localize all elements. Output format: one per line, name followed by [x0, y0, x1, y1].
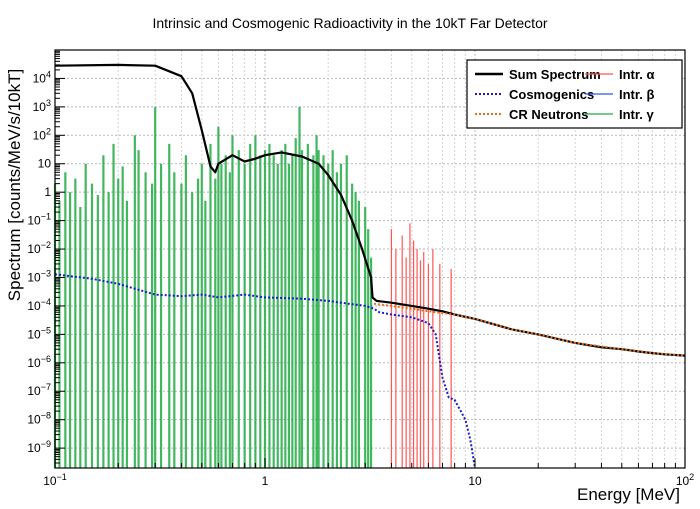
x-tick-label: 1: [262, 474, 269, 488]
legend: Sum Spectrum Intr. α Cosmogenics Intr. β CR …: [466, 59, 683, 129]
x-tick-label: 102: [676, 472, 694, 488]
y-tick-label: 10: [38, 157, 52, 171]
y-tick-label: 10−8: [27, 411, 51, 427]
legend-label: Intr. α: [619, 67, 654, 82]
legend-label: Intr. γ: [619, 107, 654, 122]
y-tick-label: 103: [33, 98, 51, 114]
y-tick-label: 10−2: [27, 240, 51, 256]
y-tick-label: 102: [33, 126, 51, 142]
x-tick-label: 10−1: [43, 472, 67, 488]
y-tick-label: 10−6: [27, 354, 51, 370]
legend-label: CR Neutrons: [509, 107, 588, 122]
legend-label: Cosmogenics: [509, 87, 594, 102]
legend-label: Sum Spectrum: [509, 67, 601, 82]
y-tick-label: 10−4: [27, 297, 51, 313]
y-tick-label: 10−1: [27, 212, 51, 228]
cosmogenics-series: [54, 273, 476, 469]
axes: 10−1 1 10 102 10−9 10−8 10−7 10−6 10−5 10−4 10−3 10…: [27, 49, 694, 488]
chart-title: Intrinsic and Cosmogenic Radioactivity i…: [152, 15, 547, 31]
y-tick-label: 10−7: [27, 382, 51, 398]
y-tick-label: 10−5: [27, 325, 51, 341]
y-tick-label: 1: [44, 185, 51, 199]
cr-neutrons-series: [373, 302, 686, 357]
legend-box: [466, 59, 683, 129]
y-tick-label: 10−9: [27, 439, 51, 455]
x-tick-label: 10: [468, 474, 482, 488]
y-tick-label: 10−3: [27, 268, 51, 284]
x-axis-label: Energy [MeV]: [577, 485, 680, 504]
y-tick-label: 104: [33, 69, 51, 85]
plot-frame: [54, 49, 686, 469]
sum-spectrum-series: [54, 63, 686, 357]
legend-label: Intr. β: [619, 87, 654, 102]
y-axis-label: Spectrum [counts/MeV/s/10kT]: [5, 69, 24, 301]
